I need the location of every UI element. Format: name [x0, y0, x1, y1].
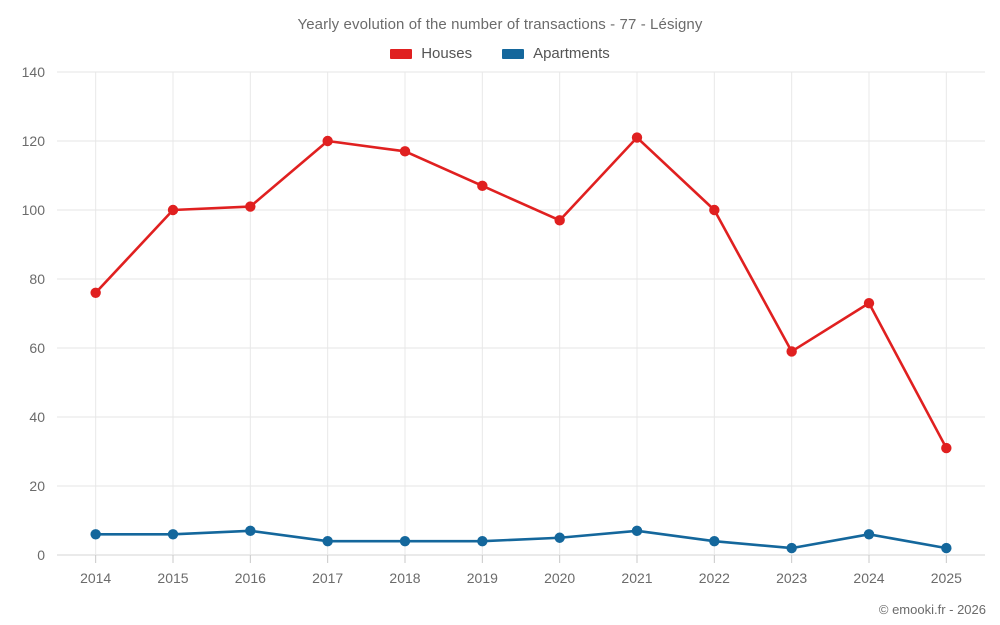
data-point-houses-2023[interactable]	[786, 346, 797, 357]
data-point-houses-2024[interactable]	[863, 297, 875, 309]
legend-item-apartments[interactable]: Apartments	[502, 45, 610, 62]
y-tick-label: 120	[22, 133, 46, 149]
legend-item-houses[interactable]: Houses	[390, 45, 472, 62]
y-tick-label: 60	[29, 340, 45, 356]
axis-tickmarks	[95, 555, 947, 563]
y-tick-label: 80	[29, 271, 45, 287]
y-tick-label: 100	[22, 202, 46, 218]
data-point-apartments-2020[interactable]	[554, 532, 565, 543]
x-tick-label: 2025	[931, 570, 962, 586]
data-point-apartments-2021[interactable]	[631, 525, 643, 537]
houses-swatch-icon	[390, 48, 413, 59]
y-tick-label: 140	[22, 64, 46, 80]
x-tick-label: 2020	[544, 570, 575, 586]
data-point-houses-2020[interactable]	[554, 215, 565, 226]
legend-label-apartments: Apartments	[533, 45, 610, 62]
data-point-apartments-2015[interactable]	[167, 529, 179, 540]
y-axis-labels: 0 20 40 60 80 100 120 140	[22, 64, 46, 563]
data-point-apartments-2017[interactable]	[322, 536, 333, 547]
x-tick-label: 2022	[699, 570, 730, 586]
copyright-credit: © emooki.fr - 2026	[878, 602, 986, 617]
x-axis-labels: 2014 2015 2016 2017 2018 2019 2020 2021 2022 2023…	[80, 570, 962, 586]
data-point-houses-2021[interactable]	[631, 132, 643, 143]
data-point-houses-2018[interactable]	[399, 146, 411, 157]
data-point-houses-2016[interactable]	[245, 201, 256, 212]
data-point-apartments-2016[interactable]	[245, 525, 256, 537]
x-tick-label: 2021	[621, 570, 652, 586]
x-tick-label: 2017	[312, 570, 343, 586]
data-point-apartments-2019[interactable]	[477, 536, 488, 547]
data-point-apartments-2022[interactable]	[709, 536, 720, 547]
data-point-houses-2017[interactable]	[322, 135, 333, 147]
data-point-apartments-2014[interactable]	[90, 529, 101, 540]
x-tick-label: 2014	[80, 570, 111, 586]
chart-title: Yearly evolution of the number of transa…	[297, 16, 703, 33]
data-point-houses-2022[interactable]	[709, 204, 720, 216]
apartments-swatch-icon	[502, 48, 525, 59]
x-tick-label: 2024	[853, 570, 884, 586]
x-tick-label: 2015	[157, 570, 188, 586]
y-tick-label: 40	[29, 409, 45, 425]
series-line-apartments	[94, 529, 948, 550]
chart-legend: Houses Apartments	[0, 45, 1000, 62]
vertical-gridlines	[95, 72, 947, 555]
y-tick-label: 0	[37, 547, 45, 563]
data-point-houses-2019[interactable]	[477, 180, 488, 192]
data-point-apartments-2024[interactable]	[863, 529, 875, 540]
series-line-houses	[94, 136, 948, 450]
horizontal-gridlines	[57, 71, 985, 556]
data-point-apartments-2018[interactable]	[399, 536, 411, 547]
data-point-apartments-2025[interactable]	[941, 542, 952, 554]
data-point-houses-2014[interactable]	[90, 287, 101, 298]
y-tick-label: 20	[29, 478, 45, 494]
x-tick-label: 2023	[776, 570, 807, 586]
x-tick-label: 2018	[389, 570, 420, 586]
data-point-houses-2025[interactable]	[941, 442, 952, 454]
x-tick-label: 2016	[235, 570, 266, 586]
x-tick-label: 2019	[467, 570, 498, 586]
data-series-layer	[90, 132, 952, 554]
legend-label-houses: Houses	[421, 45, 473, 62]
data-point-apartments-2023[interactable]	[786, 542, 797, 554]
data-point-houses-2015[interactable]	[167, 204, 179, 216]
